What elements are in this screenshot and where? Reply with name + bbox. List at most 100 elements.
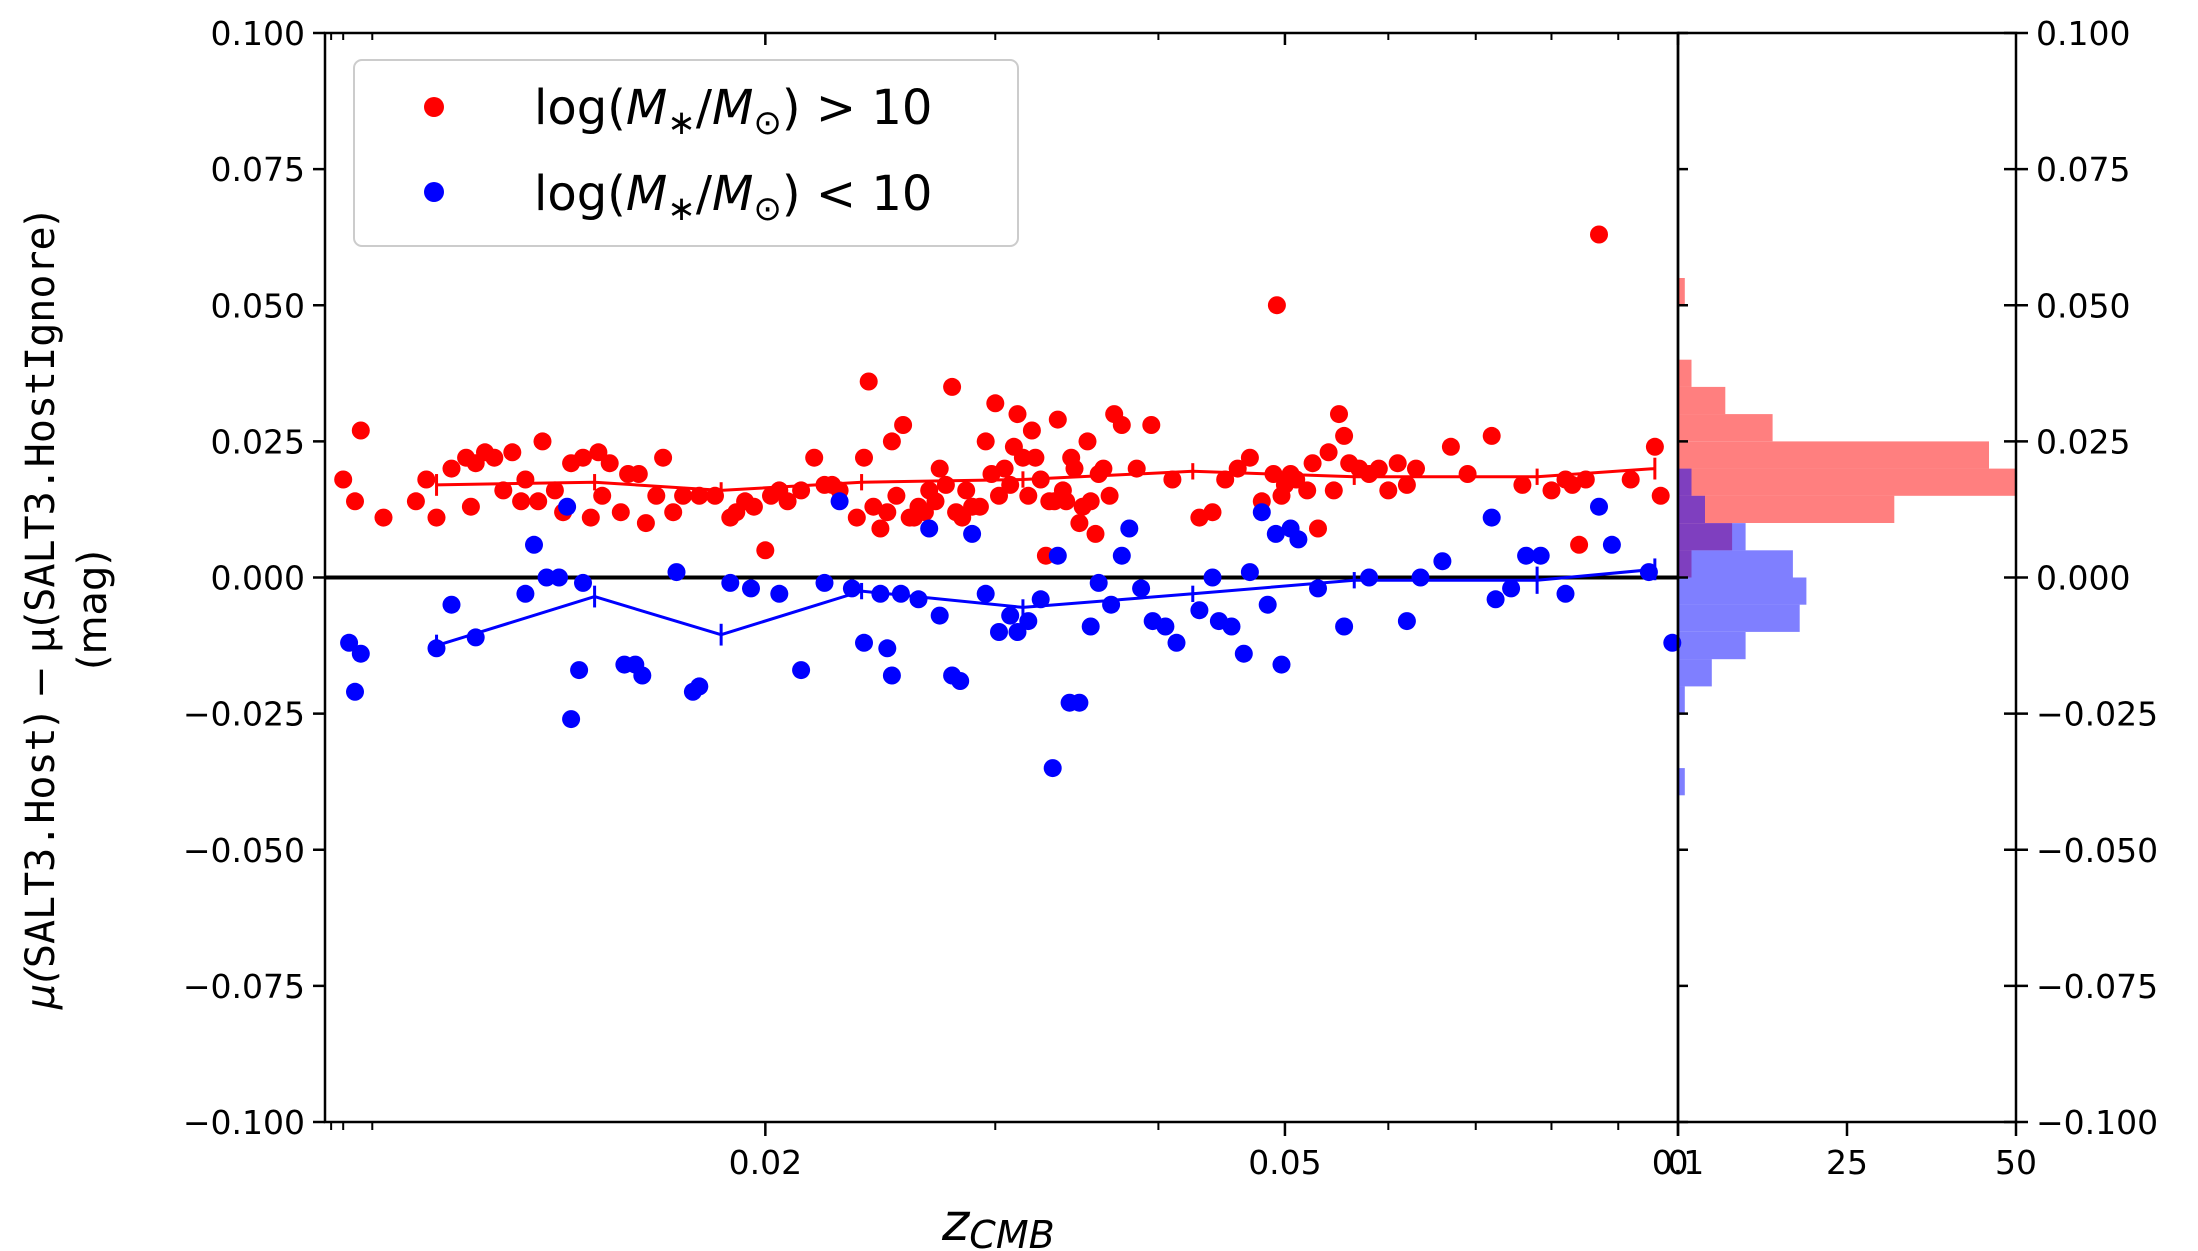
high-mass-hist-bar-15 [1678,359,1692,387]
y-axis-label-line2: (mag) [70,550,116,670]
high-mass-point-3 [374,508,393,527]
high-mass-point-143 [1590,225,1608,244]
legend-label-low-mass: log(M∗/M⊙) < 10 [534,166,932,229]
high-mass-point-89 [1048,410,1067,429]
high-mass-point-94 [1070,514,1089,533]
low-mass-point-42 [1019,612,1038,631]
high-mass-point-130 [1379,481,1398,500]
high-mass-point-141 [1570,535,1589,554]
high-mass-point-75 [986,394,1005,413]
high-mass-point-113 [1264,465,1283,483]
high-mass-point-108 [1203,503,1222,522]
low-mass-point-39 [990,623,1008,641]
low-mass-hist-bar-11 [1678,468,1692,496]
low-mass-point-25 [830,492,849,511]
high-mass-point-13 [494,481,513,500]
low-mass-point-1 [346,682,364,701]
low-mass-hist-bar-4 [1678,659,1712,687]
high-mass-point-111 [1240,448,1259,467]
high-mass-point-81 [1013,448,1032,467]
high-mass-point-67 [943,377,962,396]
low-mass-point-26 [842,579,861,598]
high-mass-point-51 [855,448,873,467]
low-mass-point-24 [815,573,834,592]
high-mass-point-85 [1031,470,1050,489]
low-mass-point-13 [574,573,592,592]
high-mass-point-120 [1303,454,1322,473]
high-mass-point-132 [1397,475,1416,494]
high-mass-point-30 [636,514,655,533]
legend: log(M∗/M⊙) > 10 log(M∗/M⊙) < 10 [353,59,1019,247]
low-mass-point-22 [770,584,789,603]
legend-marker-low-mass [424,182,444,202]
high-mass-point-136 [1482,426,1501,445]
high-mass-point-16 [516,470,535,489]
high-mass-point-15 [512,492,531,511]
high-mass-point-40 [744,497,763,516]
x-tick-label-0: 0.02 [729,1143,802,1182]
hist-x-tick-label-0: 0 [1668,1143,1689,1182]
hist-y-tick-label-1: 0.075 [2036,150,2130,189]
high-mass-point-101 [1100,486,1119,505]
high-mass-point-137 [1513,475,1532,494]
high-mass-point-93 [1065,459,1084,478]
low-mass-point-66 [1272,655,1291,674]
low-mass-point-8 [537,568,556,587]
histogram-axis-ticks: 0.100 0.075 0.050 0.025 0.000 −0.025 −0.050 −0.… [1668,14,2159,1182]
high-mass-point-53 [864,497,883,516]
low-mass-point-17 [667,563,686,582]
legend-box [353,59,1019,247]
high-mass-point-123 [1324,481,1343,500]
low-mass-hist-bar-5 [1678,632,1746,660]
high-mass-point-144 [1621,470,1640,489]
main-plot: 0.1000.0750.0500.0250.000−0.025−0.050−0.… [183,14,1704,1182]
high-mass-point-105 [1142,416,1161,434]
high-mass-point-106 [1163,470,1182,489]
high-mass-point-76 [990,486,1008,505]
low-mass-point-9 [550,568,568,587]
low-mass-point-27 [855,633,873,652]
low-mass-point-74 [1433,552,1452,571]
high-mass-point-31 [647,486,666,505]
high-mass-point-9 [461,497,480,516]
y-tick-label-0: 0.100 [211,14,305,53]
histogram-panel: 0.100 0.075 0.050 0.025 0.000 −0.025 −0.050 −0.… [1668,14,2159,1182]
hist-y-tick-label-2: 0.050 [2036,286,2130,325]
low-mass-point-70 [1335,617,1354,636]
high-mass-point-18 [533,432,552,451]
low-mass-point-80 [1556,584,1575,603]
binned-error-bars [435,457,1657,657]
low-mass-point-81 [1590,497,1608,516]
high-mass-point-45 [792,481,811,500]
low-mass-point-76 [1486,590,1505,609]
low-mass-point-12 [570,661,589,680]
high-mass-point-5 [417,470,436,489]
low-mass-point-23 [792,661,811,680]
y-tick-label-5: −0.025 [183,695,305,734]
low-mass-hist-bar-9 [1678,523,1746,551]
y-tick-label-8: −0.100 [183,1103,305,1142]
hist-y-tick-label-0: 0.100 [2036,14,2130,53]
hist-x-tick-label-2: 50 [1995,1143,2037,1182]
low-mass-point-49 [1089,573,1108,592]
high-mass-point-56 [882,432,901,451]
low-mass-point-78 [1517,546,1536,565]
high-mass-point-73 [976,432,995,451]
high-mass-point-146 [1651,486,1670,505]
high-mass-point-26 [600,454,619,473]
low-mass-point-52 [1120,519,1139,538]
y-tick-label-2: 0.050 [211,286,305,325]
high-mass-point-22 [574,448,592,467]
x-tick-label-1: 0.05 [1248,1143,1321,1182]
high-mass-point-7 [442,459,461,478]
high-mass-point-29 [629,465,648,483]
high-mass-point-140 [1563,475,1582,494]
low-mass-point-33 [920,519,939,538]
low-mass-point-30 [882,666,901,685]
histogram-bars [1678,278,2016,796]
x-tick-label-2: 0.1 [1652,1143,1704,1182]
low-mass-point-68 [1289,530,1308,549]
scatter-points [334,225,1682,778]
low-mass-point-51 [1112,546,1131,565]
low-mass-point-57 [1190,601,1209,620]
